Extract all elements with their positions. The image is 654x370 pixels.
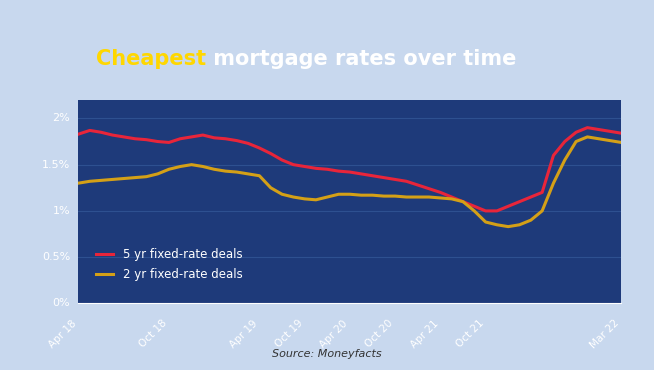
Text: 2%: 2% (52, 113, 71, 124)
Text: Oct 19: Oct 19 (273, 318, 305, 350)
Text: Apr 18: Apr 18 (47, 318, 78, 350)
Text: Oct 20: Oct 20 (364, 318, 395, 350)
Text: 0%: 0% (53, 298, 71, 309)
Text: Oct 18: Oct 18 (137, 318, 169, 350)
Text: Apr 20: Apr 20 (318, 318, 350, 350)
Text: Oct 21: Oct 21 (454, 318, 485, 350)
Text: 1%: 1% (53, 206, 71, 216)
Text: Apr 19: Apr 19 (228, 318, 260, 350)
Text: Mar 22: Mar 22 (589, 318, 621, 351)
Text: mortgage rates over time: mortgage rates over time (206, 49, 516, 69)
Legend: 5 yr fixed-rate deals, 2 yr fixed-rate deals: 5 yr fixed-rate deals, 2 yr fixed-rate d… (90, 242, 249, 287)
Text: 0.5%: 0.5% (42, 252, 71, 262)
Text: 1.5%: 1.5% (42, 159, 71, 170)
Text: Apr 21: Apr 21 (409, 318, 440, 350)
Text: Source: Moneyfacts: Source: Moneyfacts (272, 349, 382, 359)
Text: Cheapest: Cheapest (96, 49, 206, 69)
